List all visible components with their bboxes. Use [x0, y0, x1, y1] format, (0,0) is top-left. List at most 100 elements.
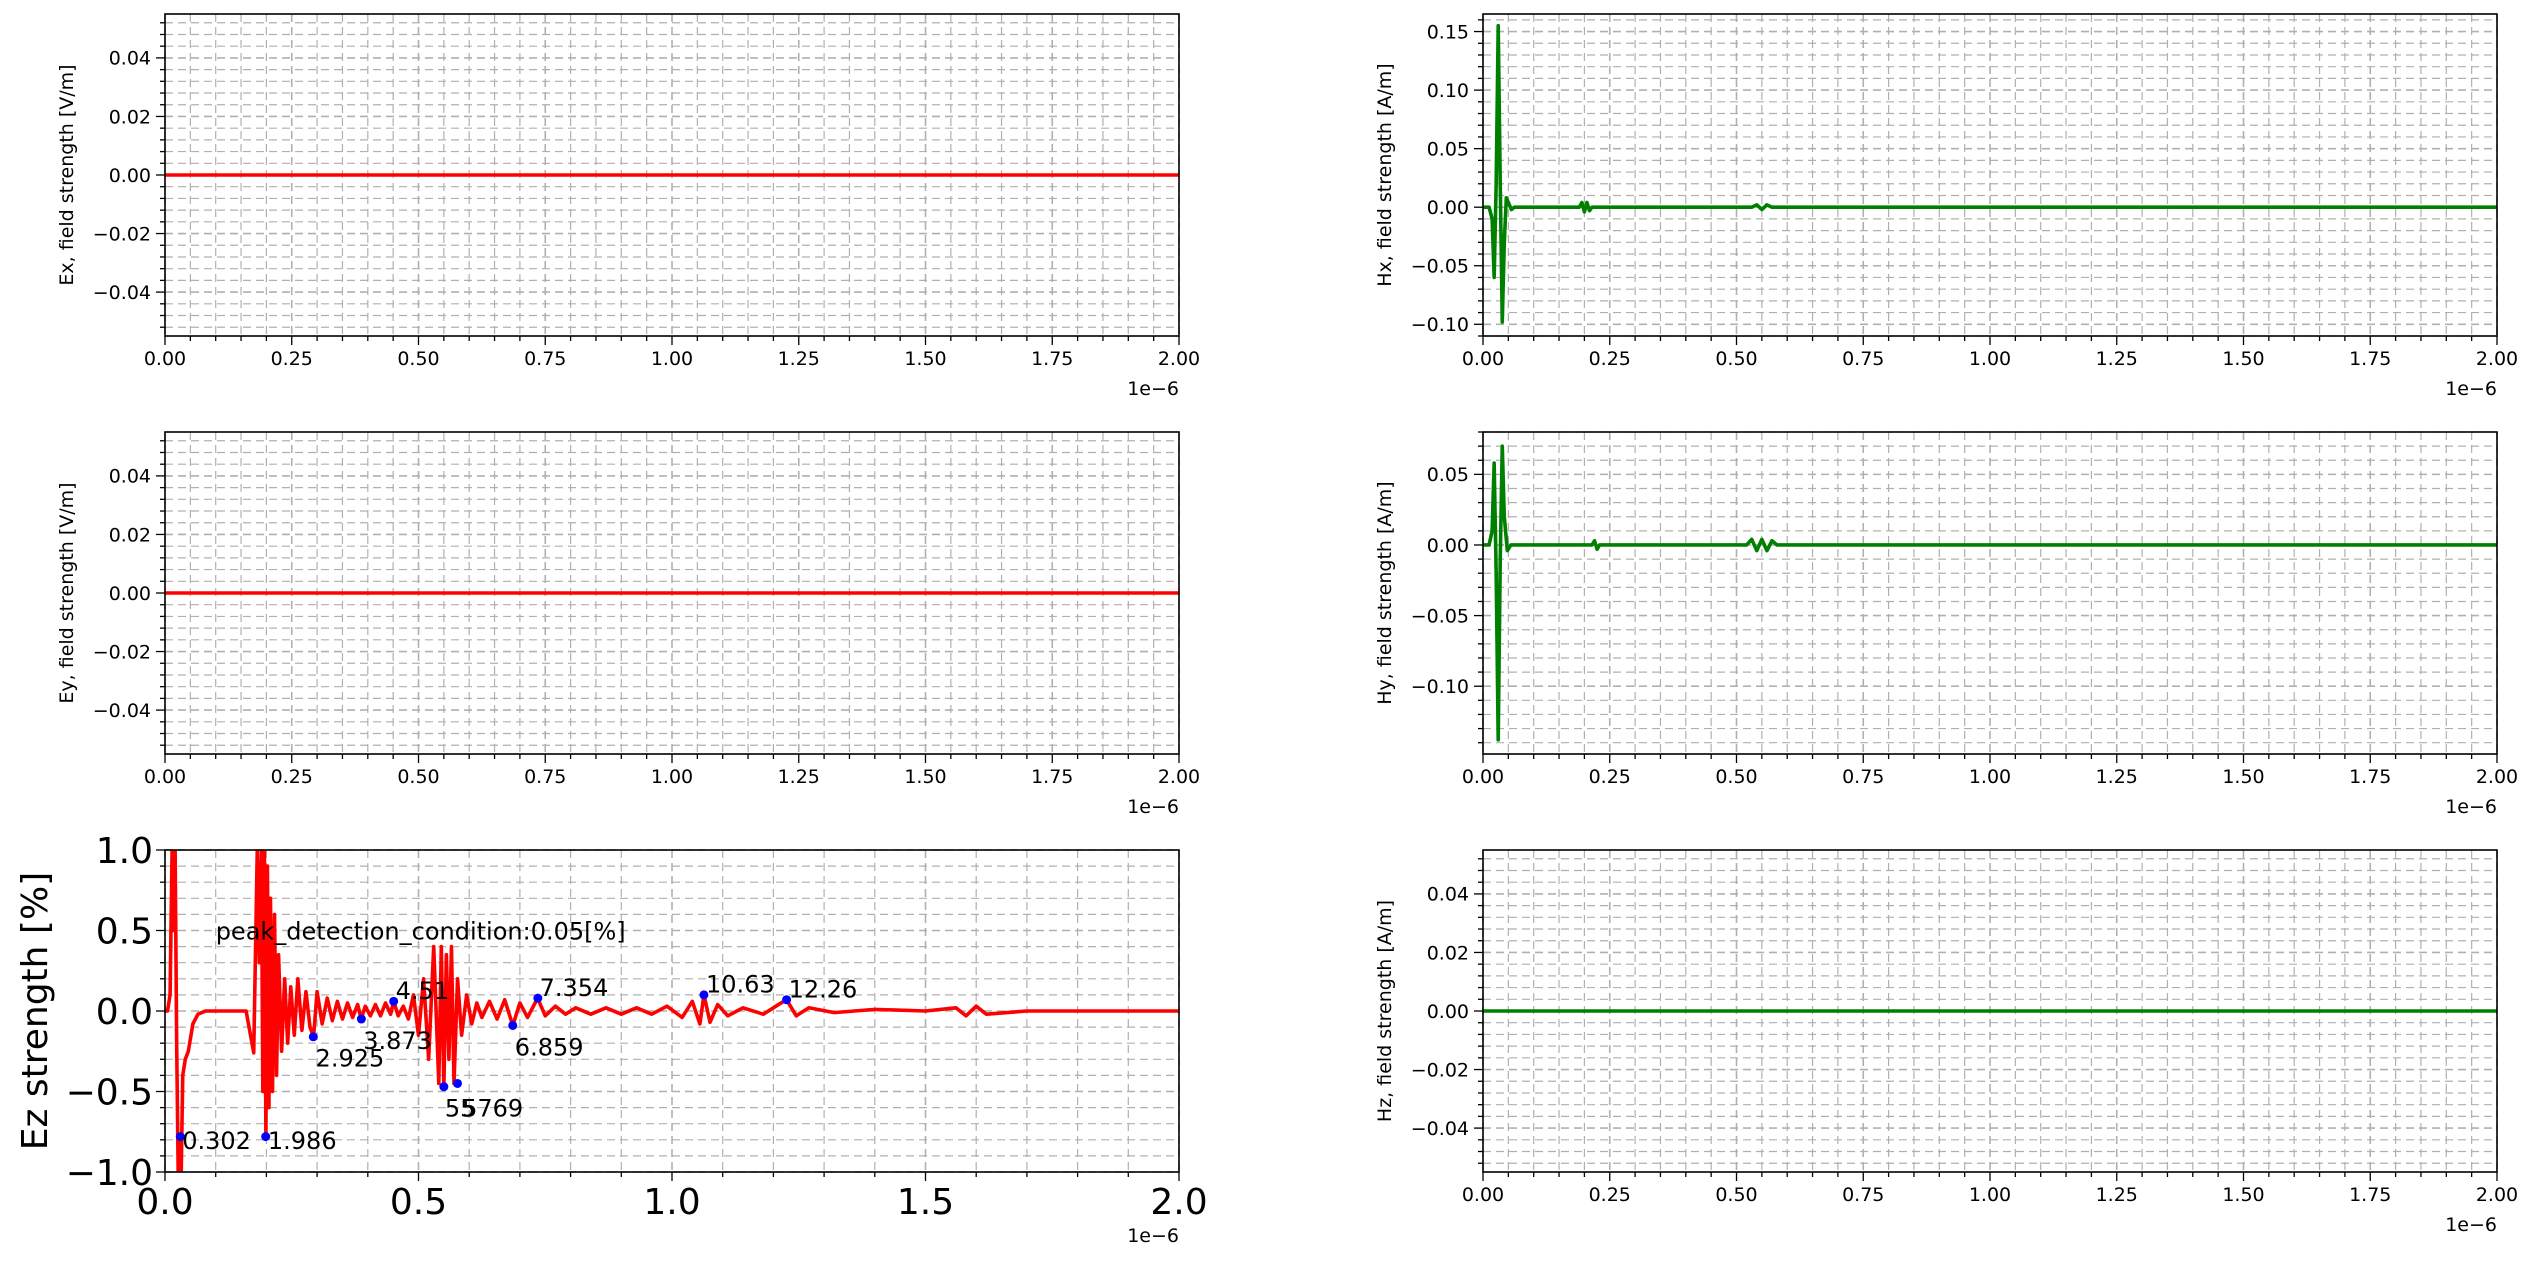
x-offset-label: 1e−6	[1127, 378, 1179, 400]
x-tick-label: 1.00	[1969, 766, 2011, 788]
chart-hx: 0.00 0.25 0.50 0.75 1.00 1.25 1.50 1.75 2.00 −0.1…	[1374, 13, 2518, 400]
x-tick-label: 2.00	[2476, 348, 2518, 370]
y-axis-label: Hy, field strength [A/m]	[1374, 481, 1396, 704]
y-tick-label: −0.10	[1411, 676, 1469, 698]
x-tick-label: 0.75	[1842, 1184, 1884, 1206]
y-tick-label: −0.02	[1411, 1059, 1469, 1081]
x-tick-label: 1.75	[2349, 348, 2391, 370]
x-tick-label: 2.00	[2476, 1184, 2518, 1206]
peak-point	[533, 993, 543, 1003]
peak-label: 0.302	[182, 1127, 251, 1155]
x-tick-label: 0.25	[1589, 1184, 1631, 1206]
x-tick-label: 1.75	[2349, 1184, 2391, 1206]
x-tick-label: 0.50	[397, 348, 439, 370]
y-tick-label: 0.00	[1427, 535, 1469, 557]
axes-frame	[164, 849, 1180, 1173]
x-tick-label: 0.50	[397, 766, 439, 788]
x-tick-label: 1.5	[897, 1182, 954, 1223]
peak-point	[782, 995, 792, 1005]
x-tick-label: 1.50	[2222, 348, 2264, 370]
axes-frame	[164, 431, 1180, 755]
y-tick-label: −0.05	[1411, 605, 1469, 627]
y-tick-label: −0.02	[93, 641, 151, 663]
x-tick-label: 1.50	[2222, 1184, 2264, 1206]
x-tick-label: 0.00	[1462, 348, 1504, 370]
y-tick-label: 0.05	[1427, 138, 1469, 160]
y-axis-label: Hz, field strength [A/m]	[1374, 900, 1396, 1122]
x-tick-label: 0.00	[1462, 1184, 1504, 1206]
chart-hz: 0.00 0.25 0.50 0.75 1.00 1.25 1.50 1.75 2.00 −0.0…	[1374, 849, 2518, 1236]
x-tick-label: 0.25	[1589, 766, 1631, 788]
x-offset-label: 1e−6	[2445, 1214, 2497, 1236]
peak-label: 10.63	[706, 971, 775, 999]
x-tick-label: 1.00	[651, 348, 693, 370]
y-tick-label: 0.04	[109, 466, 151, 488]
peak-label: 12.26	[789, 975, 858, 1003]
peak-point	[308, 1032, 318, 1042]
y-tick-label: 0.10	[1427, 80, 1469, 102]
x-tick-label: 1.25	[778, 766, 820, 788]
x-offset-label: 1e−6	[1127, 796, 1179, 818]
y-tick-label: −0.10	[1411, 314, 1469, 336]
axes-frame	[164, 13, 1180, 337]
y-tick-label: 0.00	[109, 583, 151, 605]
x-tick-label: 1.25	[778, 348, 820, 370]
x-tick-label: 0.75	[524, 766, 566, 788]
peak-label: 55	[445, 1095, 476, 1123]
x-tick-label: 1.50	[904, 348, 946, 370]
x-tick-label: 0.00	[144, 348, 186, 370]
x-tick-label: 1.75	[2349, 766, 2391, 788]
y-tick-label: 0.04	[109, 48, 151, 70]
annotation-text: peak_detection_condition:0.05[%]	[216, 918, 626, 946]
peak-label: 3.873	[363, 1027, 432, 1055]
x-tick-label: 2.00	[2476, 766, 2518, 788]
chart-hy: 0.00 0.25 0.50 0.75 1.00 1.25 1.50 1.75 2.00 −0.1…	[1374, 431, 2518, 818]
peak-label: 2.925	[316, 1045, 385, 1073]
x-tick-label: 0.75	[524, 348, 566, 370]
x-tick-label: 0.50	[1715, 1184, 1757, 1206]
peak-label: 1.986	[268, 1127, 337, 1155]
y-tick-label: −0.5	[66, 1072, 153, 1113]
x-tick-label: 1.50	[2222, 766, 2264, 788]
axes-frame	[1482, 849, 2498, 1173]
series-line-hx	[1483, 23, 2497, 324]
chart-ey: 0.00 0.25 0.50 0.75 1.00 1.25 1.50 1.75 2.00 −0.0…	[56, 431, 1200, 818]
y-axis-label: Ey, field strength [V/m]	[56, 482, 78, 703]
y-axis-label: Ex, field strength [V/m]	[56, 64, 78, 285]
axes-frame	[1482, 13, 2498, 337]
peak-point	[699, 990, 709, 1000]
axes-frame	[1482, 431, 2498, 755]
x-tick-label: 0.5	[390, 1182, 447, 1223]
x-offset-label: 1e−6	[1127, 1225, 1179, 1247]
x-tick-label: 0.25	[1589, 348, 1631, 370]
y-tick-label: 0.02	[109, 524, 151, 546]
y-tick-label: 0.15	[1427, 21, 1469, 43]
x-tick-label: 1.75	[1031, 348, 1073, 370]
peak-point	[508, 1020, 518, 1030]
x-tick-label: 0.75	[1842, 348, 1884, 370]
x-tick-label: 1.50	[904, 766, 946, 788]
peak-label: 6.859	[515, 1033, 584, 1061]
peak-label: 4.51	[396, 977, 449, 1005]
peak-point	[261, 1132, 271, 1142]
x-tick-label: 0.50	[1715, 348, 1757, 370]
x-tick-label: 0.00	[1462, 766, 1504, 788]
x-tick-label: 0.00	[144, 766, 186, 788]
y-axis-label: Hx, field strength [A/m]	[1374, 63, 1396, 286]
peak-point	[439, 1082, 449, 1092]
x-tick-label: 1.25	[2096, 766, 2138, 788]
chart-ex: 0.00 0.25 0.50 0.75 1.00 1.25 1.50 1.75 2.00 −0.0…	[56, 13, 1200, 400]
y-tick-label: 0.00	[1427, 197, 1469, 219]
series-line-hy	[1483, 444, 2497, 742]
y-tick-label: −0.04	[93, 282, 151, 304]
x-tick-label: 0.25	[271, 348, 313, 370]
x-tick-label: 1.0	[643, 1182, 700, 1223]
x-tick-label: 1.00	[651, 766, 693, 788]
y-tick-label: 0.0	[96, 992, 153, 1033]
y-tick-label: 0.00	[109, 165, 151, 187]
x-tick-label: 1.25	[2096, 348, 2138, 370]
y-tick-label: −1.0	[66, 1153, 153, 1194]
y-tick-label: 0.02	[1427, 942, 1469, 964]
x-offset-label: 1e−6	[2445, 796, 2497, 818]
